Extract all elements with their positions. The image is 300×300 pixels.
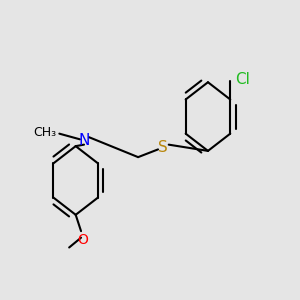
Text: CH₃: CH₃ (33, 126, 56, 139)
Text: O: O (77, 232, 88, 247)
Text: Cl: Cl (235, 72, 250, 87)
Text: S: S (158, 140, 168, 154)
Text: N: N (79, 133, 90, 148)
